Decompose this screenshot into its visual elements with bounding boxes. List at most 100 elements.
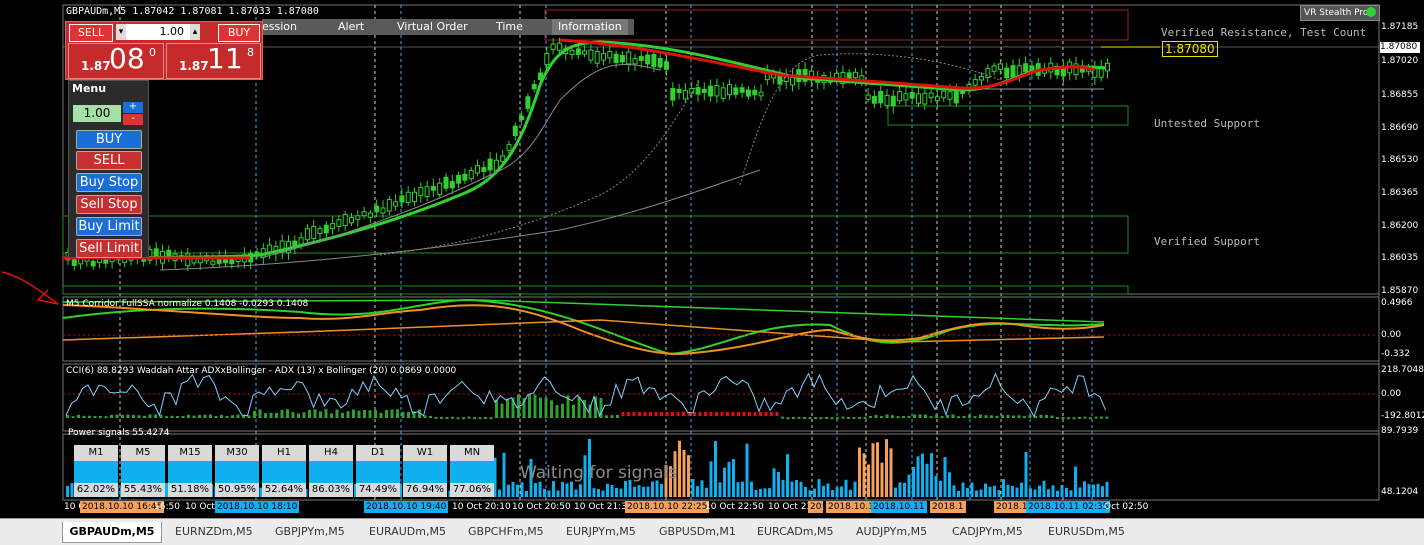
candle	[695, 80, 701, 102]
tab-information[interactable]: Information	[552, 19, 628, 35]
power-bar	[763, 488, 767, 497]
vr-stealth-badge[interactable]: VR Stealth Pro	[1300, 5, 1380, 21]
symbol-tab-bar: GBPAUDm,M5 EURNZDm,M5 GBPJPYm,M5 EURAUDm…	[0, 518, 1424, 545]
lot-plus-button[interactable]: +	[123, 102, 143, 113]
tf-bar	[309, 461, 353, 483]
buy-price-box[interactable]: 1.87 11 8	[166, 42, 261, 79]
symbol-tab-active[interactable]: GBPAUDm,M5	[62, 522, 162, 543]
candle	[909, 88, 915, 105]
menu-sell-limit-button[interactable]: Sell Limit	[76, 239, 142, 258]
menu-buy-button[interactable]: BUY	[76, 130, 142, 149]
cci-axis-label: 0.00	[1381, 389, 1402, 399]
menu-sell-stop-button[interactable]: Sell Stop	[76, 195, 142, 214]
tab-time[interactable]: Time	[496, 20, 523, 33]
candle	[556, 37, 562, 56]
power-bar	[885, 439, 888, 497]
candle	[720, 81, 726, 102]
annotation-arrow-icon	[1, 271, 59, 305]
menu-buy-limit-button[interactable]: Buy Limit	[76, 217, 142, 236]
cci-bar	[1067, 417, 1070, 420]
cci-bar	[275, 413, 278, 418]
cci-bar	[770, 412, 773, 416]
tf-tile-d1[interactable]: D1 74.49%	[356, 445, 400, 497]
cci-bar	[264, 413, 267, 418]
candle	[739, 83, 745, 98]
cci-bar	[858, 417, 861, 420]
symbol-tab[interactable]: EURNZDm,M5	[175, 525, 253, 538]
tf-tile-w1[interactable]: W1 76.94%	[403, 445, 447, 497]
power-bar	[1006, 484, 1010, 497]
power-bar	[1105, 481, 1109, 497]
candle	[997, 60, 1003, 75]
cci-bar	[225, 415, 229, 418]
menu-buy-stop-button[interactable]: Buy Stop	[76, 173, 142, 192]
candle	[185, 247, 191, 272]
power-bar	[637, 485, 641, 497]
tf-tile-mn[interactable]: MN 77.06%	[450, 445, 494, 497]
time-highlight-label: 2018.10.11 02:35	[1026, 501, 1111, 513]
cci-bar	[935, 414, 938, 418]
cci-bar	[132, 414, 135, 418]
tab-session[interactable]: ession	[262, 20, 297, 33]
tf-tile-m5[interactable]: M5 55.43%	[121, 445, 165, 497]
cci-bar	[632, 412, 636, 416]
symbol-tab[interactable]: CADJPYm,M5	[952, 525, 1023, 538]
power-bar	[916, 456, 920, 497]
lot-minus-button[interactable]: -	[123, 114, 143, 125]
cci-bar	[836, 417, 839, 420]
symbol-tab[interactable]: EURUSDm,M5	[1048, 525, 1125, 538]
lot-up-icon[interactable]: ▴	[190, 24, 200, 40]
power-bar	[858, 447, 861, 497]
tf-tile-h1[interactable]: H1 52.64%	[262, 445, 306, 497]
tf-tile-m30[interactable]: M30 50.95%	[215, 445, 259, 497]
symbol-tab[interactable]: AUDJPYm,M5	[856, 525, 928, 538]
sell-price-box[interactable]: 1.87 08 0	[68, 42, 164, 79]
tf-tile-m15[interactable]: M15 51.18%	[168, 445, 212, 497]
cci-bar	[99, 415, 102, 418]
buy-button[interactable]: BUY	[218, 24, 260, 42]
tf-percent: 76.94%	[403, 483, 447, 497]
tab-alert[interactable]: Alert	[338, 20, 365, 33]
power-bar	[966, 488, 969, 497]
candle	[468, 167, 474, 182]
power-bar	[529, 458, 533, 497]
lot-input[interactable]: 1.00	[126, 24, 190, 40]
candle	[424, 180, 430, 202]
cci-bar	[715, 412, 718, 416]
candle	[569, 47, 575, 60]
cci-bar	[896, 416, 900, 419]
symbol-tab[interactable]: GBPCHFm,M5	[468, 525, 544, 538]
symbol-tab[interactable]: GBPUSDm,M1	[659, 525, 736, 538]
cci-bar	[396, 409, 399, 418]
power-bar	[619, 488, 623, 497]
price-label: 1.86035	[1381, 253, 1419, 263]
power-bar	[831, 490, 834, 497]
tf-bar	[450, 461, 494, 483]
power-bar	[849, 489, 852, 497]
cci-bar	[742, 412, 746, 416]
menu-sell-button[interactable]: SELL	[76, 151, 142, 170]
tf-tile-h4[interactable]: H4 86.03%	[309, 445, 353, 497]
lot-down-icon[interactable]: ▾	[116, 24, 126, 40]
candle	[292, 235, 298, 255]
power-bar	[862, 453, 866, 497]
candle	[1010, 59, 1016, 81]
cci-bar	[1089, 417, 1092, 420]
time-highlight-label: 2018.10.11	[826, 501, 882, 513]
cci-bar	[517, 394, 520, 418]
symbol-tab[interactable]: GBPJPYm,M5	[275, 525, 345, 538]
symbol-tab[interactable]: EURJPYm,M5	[566, 525, 636, 538]
cci-bar	[231, 415, 234, 418]
symbol-tab[interactable]: EURAUDm,M5	[369, 525, 446, 538]
tab-virtual-order[interactable]: Virtual Order	[397, 20, 468, 33]
cci-histogram	[66, 394, 1109, 420]
cci-bar	[214, 416, 218, 419]
candle	[626, 47, 632, 72]
sell-button[interactable]: SELL	[69, 24, 113, 42]
cci-bar	[1050, 415, 1054, 418]
symbol-tab[interactable]: EURCADm,M5	[757, 525, 834, 538]
candle	[462, 168, 468, 185]
tf-tile-m1[interactable]: M1 62.02%	[74, 445, 118, 497]
candle	[166, 245, 172, 263]
menu-lot-input[interactable]: 1.00	[73, 105, 121, 122]
